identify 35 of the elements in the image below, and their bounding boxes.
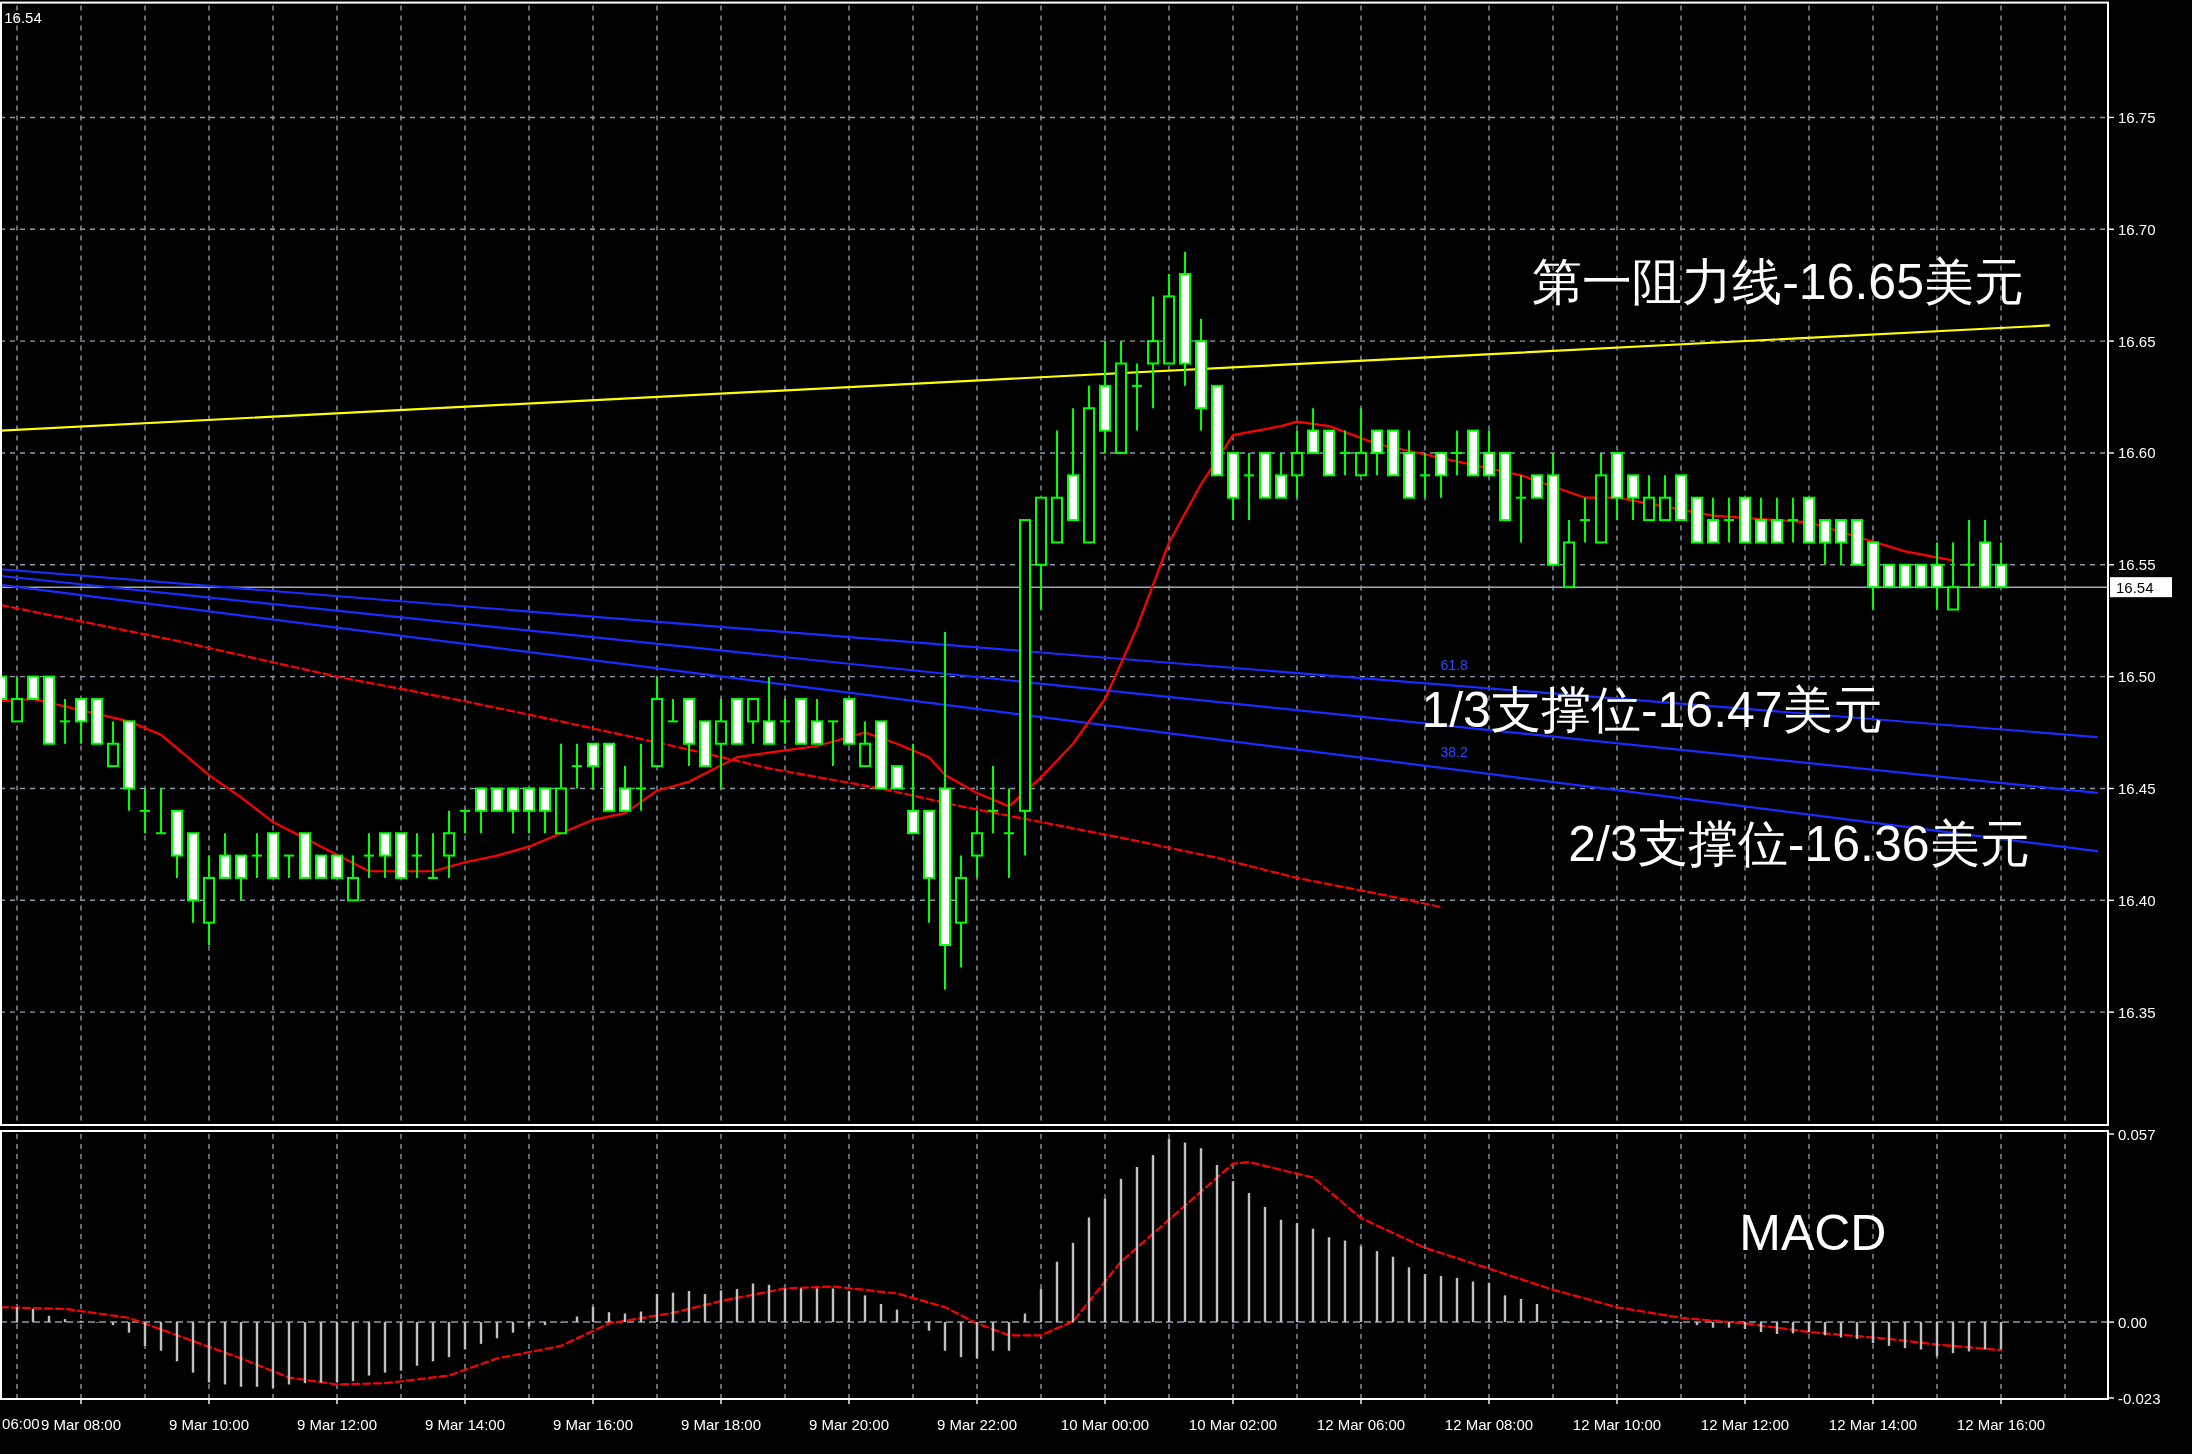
y-tick-label: 16.50 — [2118, 668, 2156, 686]
x-tick-label: 9 Mar 22:00 — [936, 1415, 1018, 1433]
x-tick-label: 9 Mar 18:00 — [680, 1415, 762, 1433]
x-tick-label: 9 Mar 16:00 — [552, 1415, 634, 1433]
x-tick-label: 12 Mar 14:00 — [1828, 1415, 1918, 1433]
y-tick-label: 16.35 — [2118, 1003, 2156, 1021]
annotation: 61.8 — [1440, 657, 1468, 674]
text: MACD — [1739, 1205, 1887, 1261]
ref-line-label: 16.54 — [2116, 578, 2154, 596]
x-tick-label: 9 Mar 10:00 — [168, 1415, 250, 1433]
annotation: 第一阻力线-16.65美元 — [1532, 253, 2024, 310]
x-tick-label: 9 Mar 08:00 — [40, 1415, 122, 1433]
y-tick-label: 0.00 — [2118, 1313, 2148, 1331]
x-tick-label: 12 Mar 06:00 — [1316, 1415, 1406, 1433]
x-tick-label: 9 Mar 12:00 — [296, 1415, 378, 1433]
annotation: 16.54 — [4, 9, 42, 27]
x-tick-label: 10 Mar 00:00 — [1060, 1415, 1150, 1433]
y-tick-label: 16.60 — [2118, 444, 2156, 462]
x-tick-label: 12 Mar 16:00 — [1956, 1415, 2046, 1433]
x-tick-label: 12 Mar 08:00 — [1444, 1415, 1534, 1433]
x-tick-label: 9 Mar 20:00 — [808, 1415, 890, 1433]
text: 06:00 — [2, 1415, 40, 1433]
annotation: 38.2 — [1440, 743, 1468, 760]
y-tick-label: 16.65 — [2118, 332, 2156, 350]
x-tick-label: 10 Mar 02:00 — [1188, 1415, 1278, 1433]
y-tick-label: -0.023 — [2118, 1389, 2161, 1407]
x-tick-label: 12 Mar 10:00 — [1572, 1415, 1662, 1433]
y-tick-label: 16.45 — [2118, 779, 2156, 797]
y-tick-label: 16.70 — [2118, 220, 2156, 238]
y-tick-label: 16.55 — [2118, 556, 2156, 574]
y-tick-label: 16.40 — [2118, 891, 2156, 909]
y-tick-label: 0.057 — [2118, 1125, 2156, 1143]
x-tick-label: 12 Mar 12:00 — [1700, 1415, 1790, 1433]
x-tick-label: 9 Mar 14:00 — [424, 1415, 506, 1433]
y-tick-label: 16.75 — [2118, 108, 2156, 126]
